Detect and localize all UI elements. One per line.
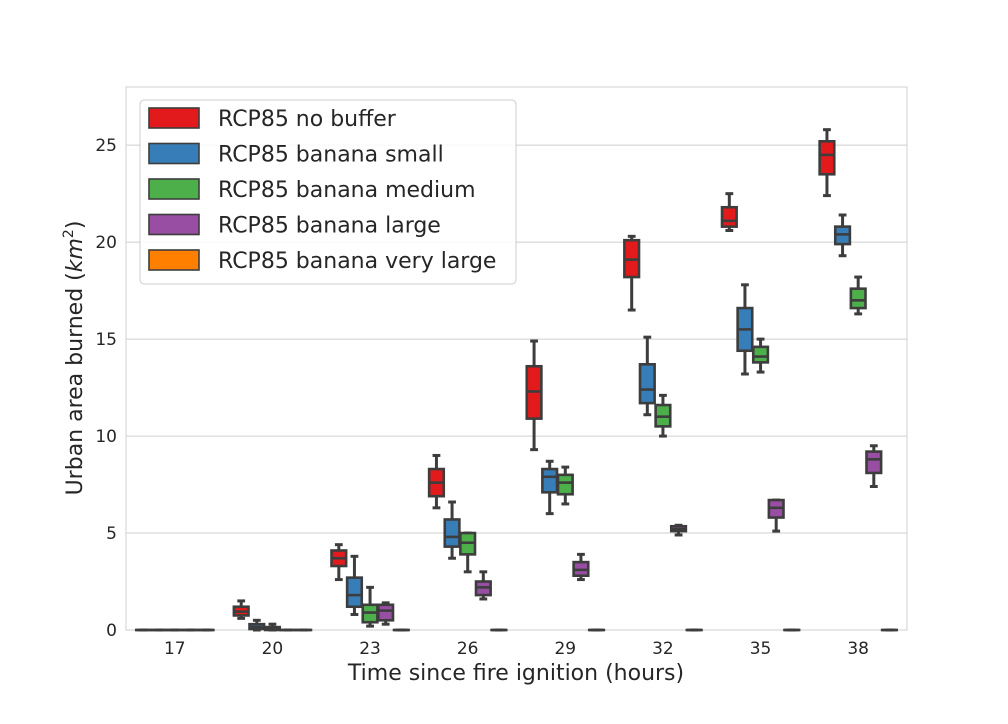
legend-label: RCP85 banana medium xyxy=(218,178,476,203)
x-tick-label: 29 xyxy=(554,639,576,659)
box-body xyxy=(640,364,655,403)
box-body xyxy=(866,452,881,473)
box-body xyxy=(542,469,557,492)
y-axis-label: Urban area burned (km2) xyxy=(61,221,88,496)
legend-item: RCP85 no buffer xyxy=(149,107,397,132)
y-axis-label-close: ) xyxy=(63,221,88,230)
x-axis-label: Time since fire ignition (hours) xyxy=(347,661,684,686)
box-body xyxy=(820,141,835,174)
y-tick-label: 5 xyxy=(106,524,117,544)
box-body xyxy=(753,347,768,363)
box-body xyxy=(347,578,362,607)
legend-label: RCP85 no buffer xyxy=(218,107,397,132)
legend-swatch xyxy=(149,250,199,270)
box-body xyxy=(851,289,866,308)
legend-label: RCP85 banana very large xyxy=(218,249,496,274)
legend-item: RCP85 banana small xyxy=(149,143,444,168)
legend-swatch xyxy=(149,215,199,235)
box xyxy=(378,603,393,624)
x-tick-label: 38 xyxy=(847,639,869,659)
legend-label: RCP85 banana large xyxy=(218,214,441,239)
x-tick-label: 32 xyxy=(652,639,674,659)
x-tick-label: 26 xyxy=(457,639,479,659)
legend-item: RCP85 banana large xyxy=(149,214,441,239)
box-body xyxy=(558,475,573,494)
y-tick-label: 0 xyxy=(106,621,117,641)
y-axis-label-text: Urban area burned ( xyxy=(63,272,88,495)
x-tick-label: 23 xyxy=(359,639,381,659)
x-tick-label: 20 xyxy=(262,639,284,659)
legend-swatch xyxy=(149,179,199,199)
legend-swatch xyxy=(149,144,199,164)
x-tick-label: 17 xyxy=(164,639,186,659)
box-body xyxy=(378,605,393,621)
legend-swatch xyxy=(149,108,199,128)
box-body xyxy=(445,519,460,546)
box-body xyxy=(722,207,737,226)
legend-label: RCP85 banana small xyxy=(218,143,444,168)
y-axis-label-exponent: 2 xyxy=(61,229,77,238)
x-tick-label: 35 xyxy=(750,639,772,659)
y-axis-ticks: 0 5 10 15 20 25 xyxy=(95,136,117,641)
y-tick-label: 15 xyxy=(95,330,117,350)
x-axis-ticks: 17 20 23 26 29 32 35 38 xyxy=(164,639,869,659)
y-tick-label: 25 xyxy=(95,136,117,156)
y-axis-label-unit: km xyxy=(63,238,88,272)
legend-item: RCP85 banana medium xyxy=(149,178,476,203)
y-tick-label: 10 xyxy=(95,427,117,447)
y-tick-label: 20 xyxy=(95,233,117,253)
legend: RCP85 no buffer RCP85 banana small RCP85 b… xyxy=(140,100,516,284)
